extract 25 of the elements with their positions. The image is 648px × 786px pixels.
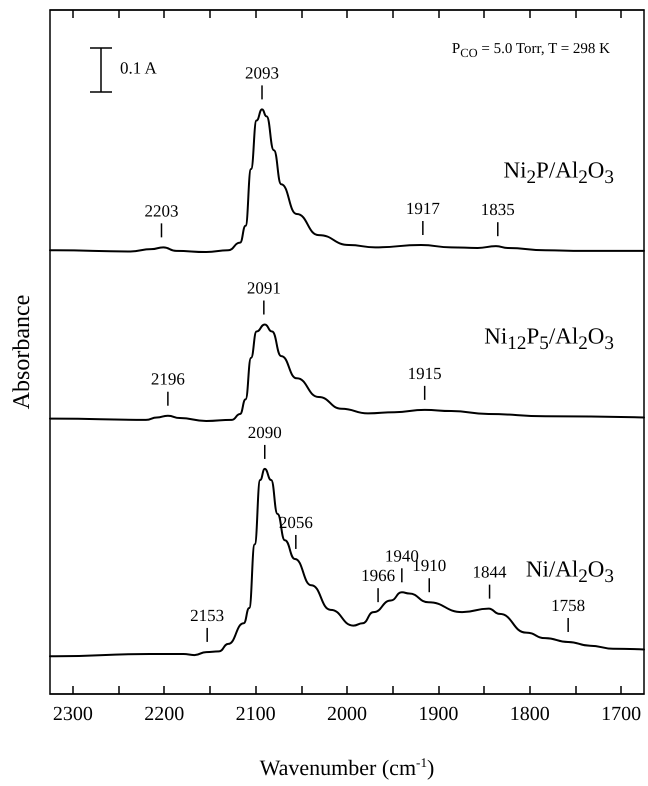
series-label: Ni/Al$_{2}$O$_{3}$ (526, 554, 614, 588)
annotation: 1915 (408, 364, 442, 383)
annotation: 2153 (190, 606, 224, 625)
x-tick-label: 1900 (418, 703, 458, 725)
x-tick-label: 2000 (327, 703, 367, 725)
annotation: 1966 (361, 566, 396, 586)
x-tick-label: 2100 (236, 703, 276, 725)
text: P$_{CO}$ = 5.0 Torr, T = 298 K (452, 40, 610, 61)
annotation: 2196 (150, 370, 185, 389)
annotation: 1844 (472, 562, 508, 582)
text: 0.1 A (120, 58, 157, 79)
annotation: 1758 (551, 596, 586, 615)
x-tick-label: 2200 (144, 703, 184, 725)
text: Ni$_{12}$P$_{5}$/Al$_{2}$O$_{3}$ (484, 322, 614, 356)
text: Ni$_{2}$P/Al$_{2}$O$_{3}$ (503, 156, 614, 189)
x-tick-label: 1800 (510, 703, 550, 725)
annotation: 1835 (480, 200, 515, 220)
y-axis-title: Absorbance (9, 294, 35, 410)
annotation: 2093 (245, 63, 280, 82)
annotation: 1917 (406, 199, 440, 218)
x-tick-label: 1700 (601, 703, 642, 725)
annotation: 2090 (248, 422, 282, 442)
x-tick-label: 2300 (52, 703, 93, 725)
annotation: 2091 (246, 278, 281, 298)
annotation: 2203 (144, 201, 178, 220)
